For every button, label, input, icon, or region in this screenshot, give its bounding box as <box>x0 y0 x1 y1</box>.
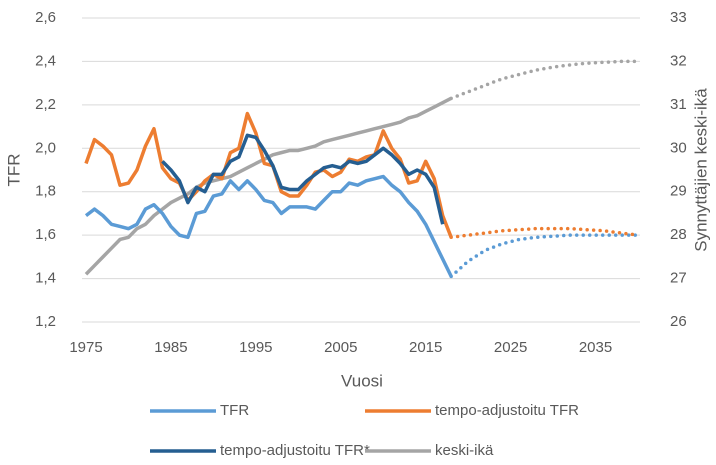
x-tick-label: 2035 <box>579 339 612 356</box>
line <box>161 133 445 225</box>
y2-tick-label: 27 <box>670 270 687 287</box>
y2-tick-label: 26 <box>670 313 687 330</box>
y-axis-title: TFR <box>4 153 23 186</box>
line <box>84 96 452 276</box>
line <box>84 174 453 278</box>
x-tick-label: 2025 <box>494 339 527 356</box>
y2-tick-label: 32 <box>670 52 687 69</box>
y-tick-label: 1,2 <box>35 313 56 330</box>
x-tick-label: 2015 <box>409 339 442 356</box>
legend-label: tempo-adjustoitu TFR <box>435 402 579 419</box>
x-tick-label: 1975 <box>69 339 102 356</box>
y2-tick-label: 28 <box>670 226 687 243</box>
y-tick-label: 1,4 <box>35 270 56 287</box>
legend-label: keski-ikä <box>435 442 494 459</box>
line <box>84 111 453 238</box>
y-tick-label: 1,6 <box>35 226 56 243</box>
x-tick-label: 1995 <box>239 339 272 356</box>
y2-axis-title: Synnyttäjien keski-ikä <box>691 88 710 252</box>
y-tick-label: 1,8 <box>35 183 56 200</box>
legend-label: TFR <box>220 402 249 419</box>
x-tick-label: 2005 <box>324 339 357 356</box>
y2-tick-label: 29 <box>670 183 687 200</box>
projection-line <box>449 233 640 279</box>
legend-label: tempo-adjustoitu TFR* <box>220 442 370 459</box>
y-tick-label: 2,0 <box>35 139 56 156</box>
y-tick-label: 2,4 <box>35 52 56 69</box>
y-tick-label: 2,6 <box>35 9 56 26</box>
projection-line <box>449 59 640 101</box>
projection-line <box>449 226 640 240</box>
y-tick-label: 2,2 <box>35 96 56 113</box>
x-tick-label: 1985 <box>154 339 187 356</box>
x-axis-title: Vuosi <box>341 371 383 390</box>
y2-tick-label: 33 <box>670 9 687 26</box>
y2-tick-label: 30 <box>670 139 687 156</box>
y2-tick-label: 31 <box>670 96 687 113</box>
